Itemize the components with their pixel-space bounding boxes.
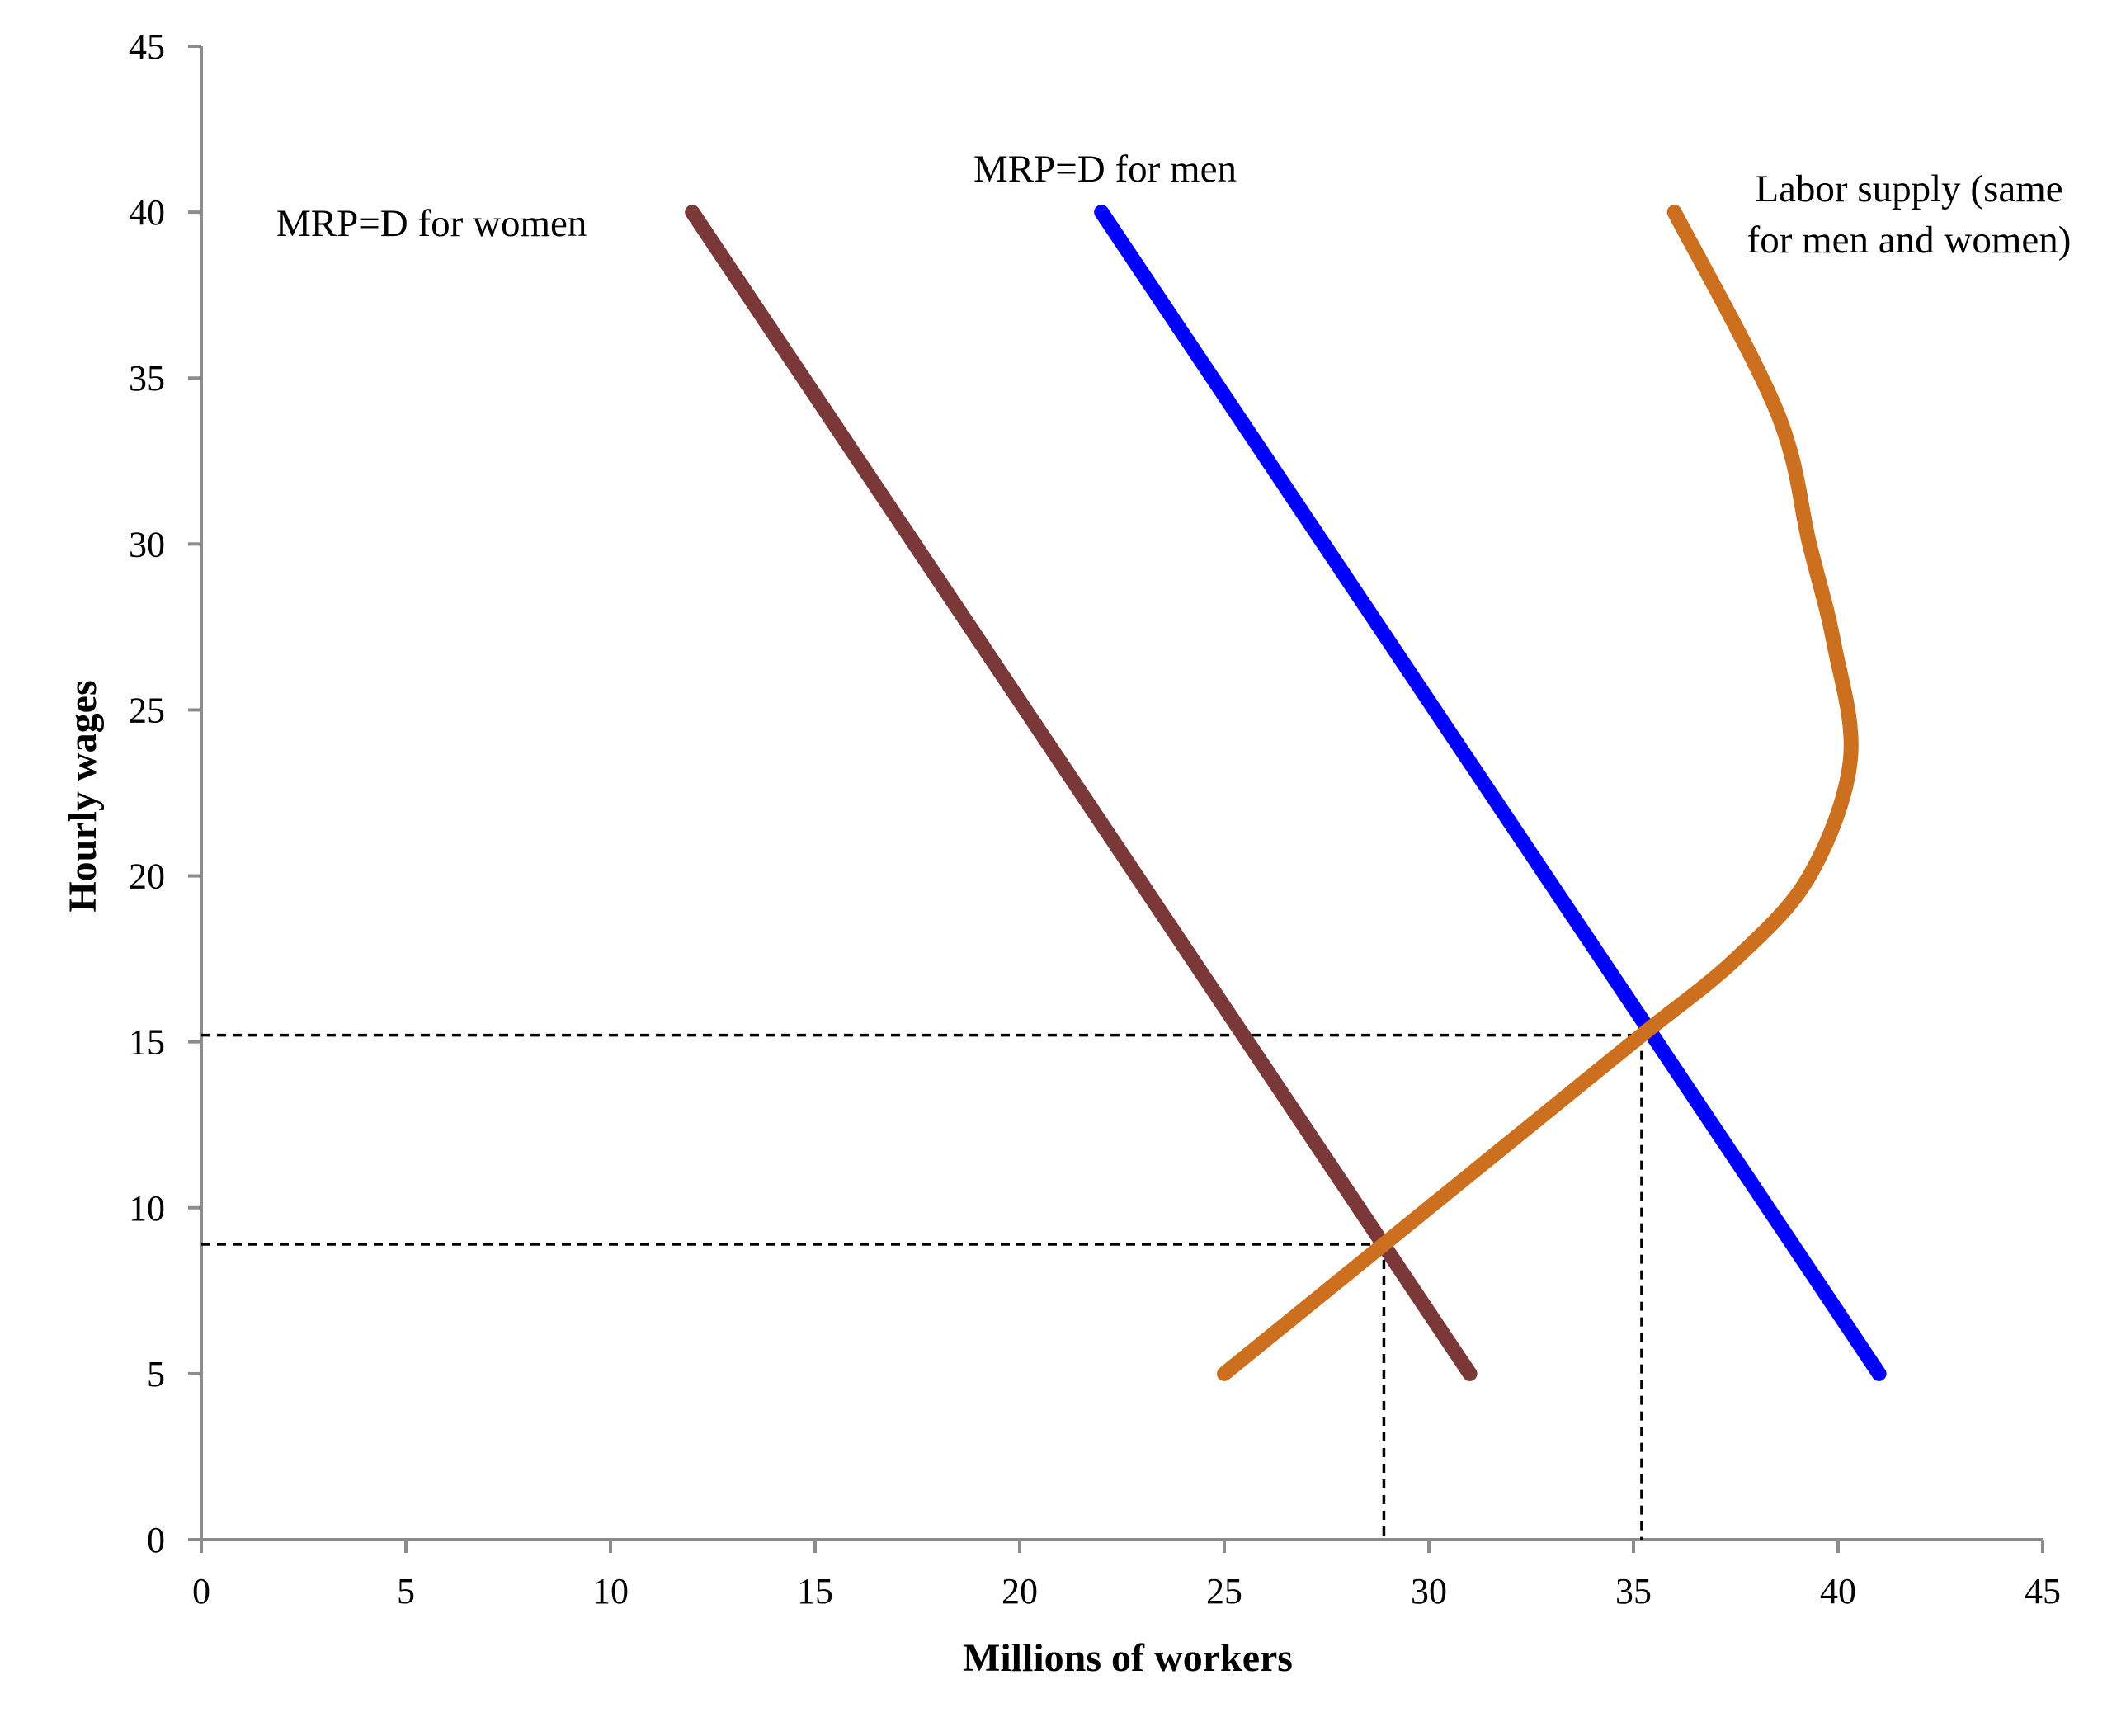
women-demand-label: MRP=D for women [276,202,587,245]
y-tick-label: 25 [129,690,165,730]
y-tick-label: 10 [129,1188,165,1229]
x-tick-label: 10 [592,1571,629,1611]
x-tick-label: 5 [397,1571,415,1611]
x-tick-label: 40 [1820,1571,1856,1611]
y-axis-title: Hourly wages [61,680,105,912]
men-demand-label: MRP=D for men [974,148,1237,191]
x-tick-label: 15 [797,1571,833,1611]
x-tick-label: 25 [1206,1571,1242,1611]
y-tick-label: 40 [129,192,165,233]
x-tick-label: 0 [192,1571,210,1611]
series-lines [685,205,1887,1381]
y-tick-label: 35 [129,358,165,399]
y-tick-label: 20 [129,856,165,897]
men-demand-line [1094,205,1887,1381]
y-tick-label: 15 [129,1022,165,1063]
y-tick-label: 30 [129,524,165,564]
y-tick-label: 0 [147,1520,165,1560]
x-tick-label: 30 [1411,1571,1447,1611]
y-tick-label: 45 [129,26,165,67]
women-demand-line [685,205,1478,1381]
labor-supply-label-line1: Labor supply (same [1755,167,2062,210]
reference-lines [201,1033,1643,1540]
labor-supply-line [1217,205,1859,1381]
axes: 0 5 10 15 20 25 30 35 40 45 0 5 10 15 20 25 30 35 40 45 [129,26,2061,1611]
y-tick-label: 5 [147,1354,165,1394]
x-tick-label: 35 [1615,1571,1652,1611]
x-axis-title: Millions of workers [963,1636,1293,1680]
labor-supply-label-line2: for men and women) [1747,219,2072,262]
x-tick-label: 20 [1002,1571,1038,1611]
x-tick-label: 45 [2025,1571,2061,1611]
